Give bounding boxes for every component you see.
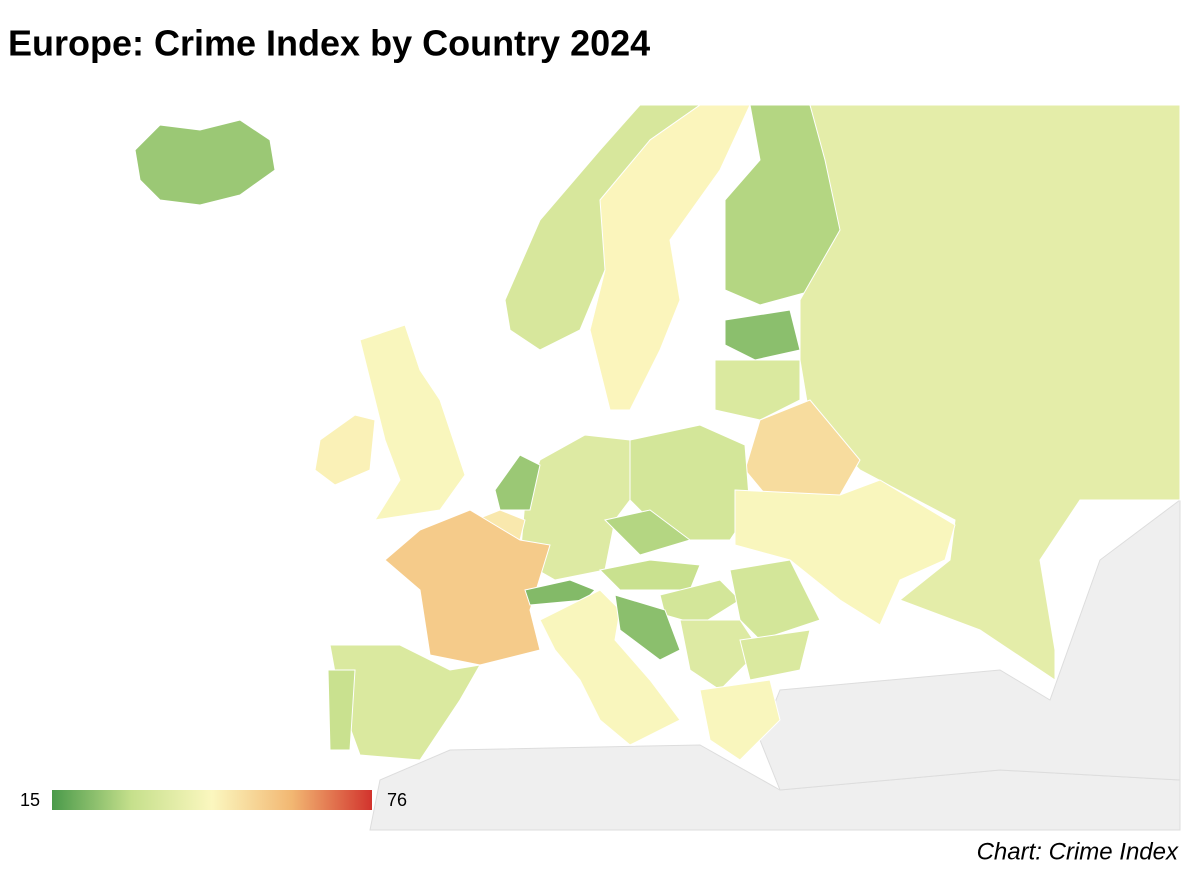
country[interactable] [589, 104, 751, 411]
chart-title: Europe: Crime Index by Country 2024 [8, 23, 650, 64]
map-background [369, 499, 1181, 831]
country[interactable] [614, 594, 681, 661]
country[interactable] [604, 509, 692, 556]
country[interactable] [799, 104, 1181, 681]
country[interactable] [359, 324, 466, 521]
country[interactable] [729, 559, 821, 641]
country[interactable] [494, 454, 541, 511]
country[interactable] [734, 479, 956, 626]
country[interactable] [699, 679, 781, 761]
country[interactable] [384, 509, 551, 666]
country[interactable] [739, 629, 811, 681]
legend-min: 15 [20, 790, 40, 810]
source: Chart: Crime Index [977, 838, 1179, 865]
legend-max: 76 [387, 790, 407, 810]
legend-bar [52, 790, 372, 810]
country[interactable] [598, 559, 701, 591]
country[interactable] [724, 309, 801, 361]
country[interactable] [314, 414, 376, 486]
country[interactable] [327, 669, 356, 751]
country[interactable] [714, 359, 801, 421]
no-data-land [759, 499, 1181, 791]
country[interactable] [134, 119, 276, 206]
country[interactable] [679, 619, 761, 691]
country[interactable] [539, 589, 681, 746]
